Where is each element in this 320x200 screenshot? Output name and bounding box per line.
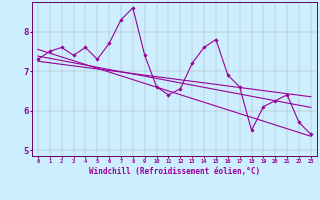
X-axis label: Windchill (Refroidissement éolien,°C): Windchill (Refroidissement éolien,°C) [89,167,260,176]
